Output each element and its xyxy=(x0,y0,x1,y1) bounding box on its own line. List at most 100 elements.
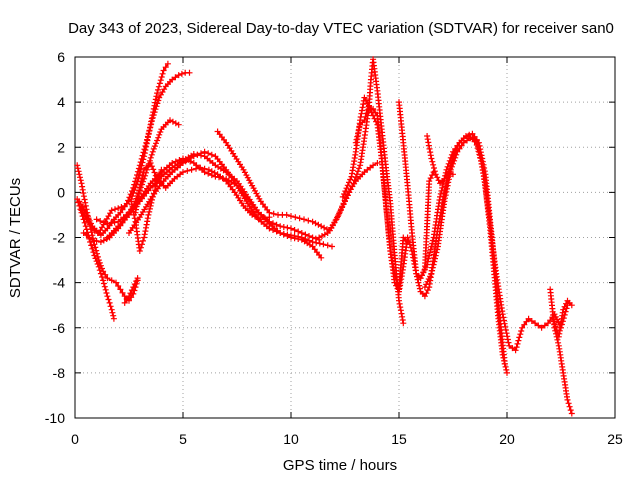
data-point xyxy=(97,218,104,224)
data-point xyxy=(564,396,571,403)
data-point xyxy=(291,235,298,242)
data-point xyxy=(504,333,511,340)
data-point xyxy=(352,139,359,146)
x-tick-label: 0 xyxy=(71,431,79,447)
data-point xyxy=(132,178,139,185)
data-point xyxy=(106,299,113,306)
data-point xyxy=(466,131,473,138)
data-point xyxy=(463,133,469,139)
data-point xyxy=(74,165,81,172)
data-point xyxy=(273,221,280,228)
data-point xyxy=(280,231,287,238)
series-trace-11 xyxy=(121,275,141,306)
data-point xyxy=(141,146,148,153)
data-point xyxy=(506,342,513,349)
data-point xyxy=(105,296,112,303)
data-point xyxy=(128,198,135,205)
data-point xyxy=(277,230,284,236)
data-point xyxy=(115,283,122,289)
data-point xyxy=(129,205,136,212)
data-point xyxy=(123,296,130,303)
data-point xyxy=(509,345,516,352)
data-point xyxy=(108,306,115,313)
data-point xyxy=(140,169,147,176)
data-point xyxy=(342,188,349,195)
data-point xyxy=(427,246,434,253)
data-point xyxy=(295,236,302,242)
data-point xyxy=(422,264,429,271)
data-point xyxy=(107,303,114,310)
data-point xyxy=(288,234,294,241)
data-point xyxy=(180,169,186,176)
data-point xyxy=(425,255,432,262)
data-point xyxy=(347,176,354,183)
x-tick-label: 5 xyxy=(179,431,187,447)
data-point xyxy=(131,211,137,218)
data-point xyxy=(370,105,377,112)
y-tick-labels: -10 -8 -6 -4 -2 0 2 4 6 xyxy=(45,49,65,426)
data-point xyxy=(301,216,307,223)
data-point xyxy=(82,223,89,230)
data-point xyxy=(390,264,397,271)
data-point xyxy=(421,267,428,273)
data-point xyxy=(129,188,135,194)
data-point xyxy=(158,166,165,173)
data-point xyxy=(150,145,157,152)
data-point xyxy=(432,252,439,259)
data-point xyxy=(305,217,312,224)
data-point xyxy=(428,155,435,162)
data-point xyxy=(172,74,179,81)
data-point xyxy=(152,172,159,179)
y-tick-label: 2 xyxy=(57,139,65,155)
data-point xyxy=(270,210,277,217)
data-point xyxy=(134,275,141,282)
data-point xyxy=(147,124,154,131)
data-point xyxy=(108,277,115,284)
data-point xyxy=(424,258,431,265)
data-point xyxy=(157,129,164,135)
data-point xyxy=(423,281,430,288)
data-point xyxy=(501,360,508,367)
data-point xyxy=(137,159,144,166)
data-point xyxy=(160,67,167,74)
data-point xyxy=(363,110,370,117)
data-point xyxy=(417,275,424,282)
series-trace-4 xyxy=(78,69,193,239)
data-point xyxy=(139,172,146,179)
data-point xyxy=(413,270,420,277)
data-point xyxy=(92,255,99,262)
data-point xyxy=(432,255,438,262)
data-point xyxy=(137,181,144,188)
data-point xyxy=(111,219,118,226)
data-point xyxy=(292,214,299,221)
data-point xyxy=(416,285,423,292)
data-point xyxy=(194,151,201,158)
data-point xyxy=(155,83,162,90)
data-point xyxy=(151,169,158,176)
data-point xyxy=(136,162,143,169)
data-point xyxy=(428,270,435,277)
data-point xyxy=(153,93,160,100)
data-point xyxy=(102,286,109,293)
data-point xyxy=(437,193,443,200)
data-point xyxy=(353,136,360,143)
data-point xyxy=(270,220,276,227)
data-point xyxy=(147,160,154,166)
data-point xyxy=(80,193,87,200)
data-point xyxy=(370,162,377,169)
chart-title: Day 343 of 2023, Sidereal Day-to-day VTE… xyxy=(68,20,614,37)
data-point xyxy=(284,224,291,231)
data-point xyxy=(423,290,430,297)
data-point xyxy=(186,69,193,76)
data-point xyxy=(442,169,449,176)
data-point xyxy=(128,201,135,208)
data-point xyxy=(162,64,169,71)
data-point xyxy=(89,245,96,252)
data-point xyxy=(355,130,361,137)
data-point xyxy=(441,175,448,182)
data-point xyxy=(148,163,155,170)
data-point xyxy=(154,137,161,144)
data-point xyxy=(444,163,451,170)
data-point xyxy=(414,273,420,280)
data-point xyxy=(156,131,163,138)
